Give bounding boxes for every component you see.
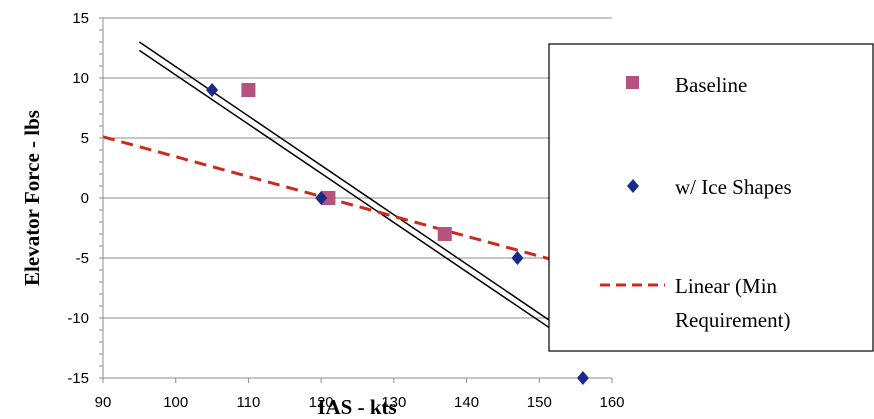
x-tick-label: 140 [454, 394, 479, 411]
y-tick-label: 5 [81, 130, 89, 147]
point-baseline [241, 83, 256, 97]
y-tick-label: -5 [76, 250, 89, 267]
reference-lines [138, 41, 591, 352]
trendline-layer [102, 135, 613, 278]
y-axis-title: Elevator Force - lbs [20, 110, 44, 286]
x-tick-label: 130 [381, 394, 406, 411]
legend-label-linear-line2: Requirement) [675, 308, 790, 332]
y-tick-label: 10 [72, 70, 89, 87]
y-tick-label: 0 [81, 190, 89, 207]
legend: Baseline w/ Ice Shapes Linear (Min Requi… [548, 43, 874, 352]
data-points [206, 83, 589, 385]
point-baseline [321, 191, 336, 205]
legend-box [548, 43, 874, 352]
legend-symbol-ice-shapes [627, 179, 639, 193]
legend-label-linear: Linear (Min [675, 274, 778, 298]
reference-line [138, 49, 584, 352]
point-ice-shapes [206, 83, 219, 97]
y-tick-label: -15 [67, 370, 89, 387]
x-axis-title: IAS - kts [317, 395, 396, 419]
y-tick-label: 15 [72, 10, 89, 27]
point-ice-shapes [511, 251, 524, 265]
legend-label-baseline: Baseline [675, 73, 747, 97]
point-ice-shapes [576, 371, 589, 385]
legend-label-ice-shapes: w/ Ice Shapes [675, 175, 792, 199]
x-tick-label: 120 [309, 394, 334, 411]
axes [99, 17, 613, 383]
x-tick-label: 150 [527, 394, 552, 411]
y-tick-label: -10 [67, 310, 89, 327]
tick-labels: 15 10 5 0 -5 -10 -15 90 100 110 120 130 140 150 160 [67, 10, 624, 411]
x-tick-label: 90 [95, 394, 112, 411]
reference-line [138, 41, 591, 349]
legend-symbol-baseline [626, 76, 639, 89]
point-ice-shapes [315, 191, 328, 205]
point-baseline [437, 227, 452, 241]
trendline-min-requirement [102, 135, 613, 278]
x-tick-label: 100 [163, 394, 188, 411]
x-tick-label: 160 [599, 394, 624, 411]
x-tick-label: 110 [236, 394, 260, 411]
